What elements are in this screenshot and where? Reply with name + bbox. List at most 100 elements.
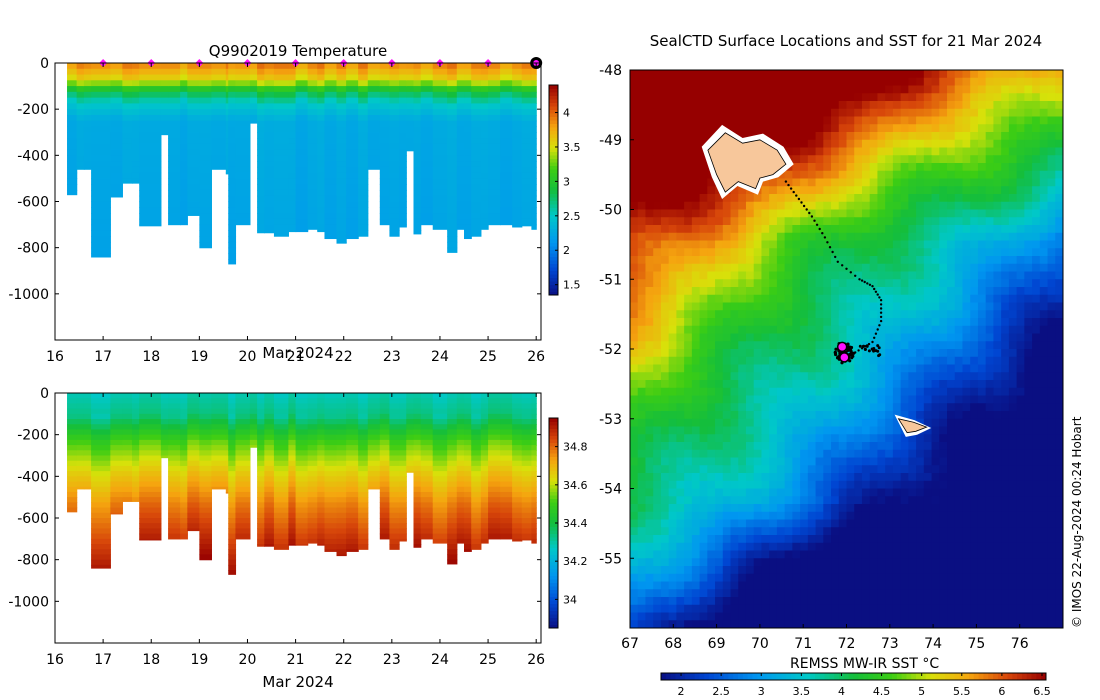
colorbar-segment [549,106,558,110]
sst-cell [1016,170,1025,179]
profile-cell [168,471,181,477]
sst-cell [970,294,979,303]
sst-cell [630,108,639,117]
profile-cell [187,497,200,503]
profile-cell [464,439,472,446]
profile-cell [139,476,162,483]
sst-cell [877,108,886,117]
sst-map-panel: SealCTD Surface Locations and SST for 21… [599,32,1084,698]
sst-cell [807,178,817,187]
sst-cell [877,232,886,241]
sst-cell [1001,325,1010,334]
profile-cell [264,120,275,128]
sst-cell [800,77,809,86]
sst-cell [1024,217,1033,226]
profile-cell [512,184,523,191]
sst-cell [954,108,963,117]
sst-cell [861,287,871,296]
sst-cell [815,70,824,79]
profile-cell [464,224,472,231]
sst-cell [660,263,670,272]
sst-cell [939,147,948,156]
profile-cell [324,230,338,237]
profile-cell [420,166,434,174]
profile-cell [447,554,458,561]
colorbar-segment [549,470,558,475]
profile-cell [180,476,188,483]
sst-cell [977,93,987,102]
sst-cell [854,341,863,350]
profile-cell [488,91,501,99]
profile-cell [399,497,407,503]
profile-cell [288,126,297,133]
sst-cell [730,77,739,86]
sst-cell [792,240,801,249]
sst-cell [637,132,646,141]
profile-cell [500,201,513,208]
sst-cell [939,163,948,172]
profile-cell [257,132,265,139]
sst-cell [668,279,677,288]
profile-column [406,393,415,473]
profile-cell [180,465,188,472]
profile-cell [346,538,359,545]
profile-cell [83,80,92,87]
profile-cell [521,403,532,410]
colorbar-segment [549,134,558,138]
profile-cell [228,201,237,208]
profile-cell [122,408,133,415]
profile-cell [531,429,537,436]
sst-cell [668,356,677,365]
sst-cell [691,139,701,148]
profile-cell [521,538,532,541]
sst-cell [869,178,878,187]
sst-cell [630,132,639,141]
colorbar-tick-label: 3.5 [563,141,581,154]
profile-cell [122,166,133,174]
salinity-panel: 16 17 18 19 20 21 22 23 24 25 26 0-200-400-600-800… [8,386,587,691]
sst-cell [923,201,933,210]
profile-cell [488,476,501,483]
colorbar-segment [549,260,558,264]
sst-cell [637,349,646,358]
sst-cell [993,232,1002,241]
sst-cell [815,116,824,125]
profile-cell [67,184,78,191]
profile-cell [464,86,472,93]
profile-cell [399,486,407,493]
profile-cell [480,63,489,70]
colorbar-segment [549,99,558,103]
profile-cell [336,476,347,483]
profile-cell [379,465,391,472]
sst-cell [645,240,654,249]
profile-cell [295,166,309,174]
profile-cell [110,413,123,420]
profile-cell [399,74,407,81]
profile-cell [168,528,181,535]
sst-cell [769,116,778,125]
sst-cell [800,349,809,358]
profile-cell [257,512,265,519]
profile-cell [500,481,513,488]
profile-cell [420,528,434,535]
x-tick-label: 17 [94,349,112,365]
profile-cell [228,549,237,556]
sst-cell [738,240,747,249]
profile-cell [180,109,188,116]
sst-cell [730,318,739,327]
profile-cell [324,507,338,514]
sst-cell [954,325,963,334]
sst-cell [892,155,902,164]
sst-cell [931,294,940,303]
sst-cell [1039,271,1049,280]
profile-cell [295,132,309,139]
profile-cell [389,80,400,87]
profile-cell [199,114,212,122]
profile-cell [512,68,523,76]
sst-cell [931,93,940,102]
sst-cell [745,124,755,133]
sst-cell [985,124,994,133]
sst-cell [668,170,677,179]
sst-cell [637,232,646,241]
sst-cell [645,155,654,164]
